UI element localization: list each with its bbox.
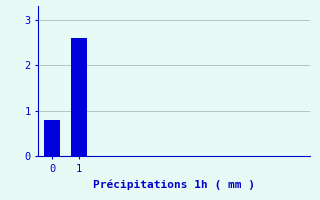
Bar (44, 120, 60, 156)
X-axis label: Précipitations 1h ( mm ): Précipitations 1h ( mm ) (93, 179, 255, 190)
Bar (71, 38, 87, 156)
